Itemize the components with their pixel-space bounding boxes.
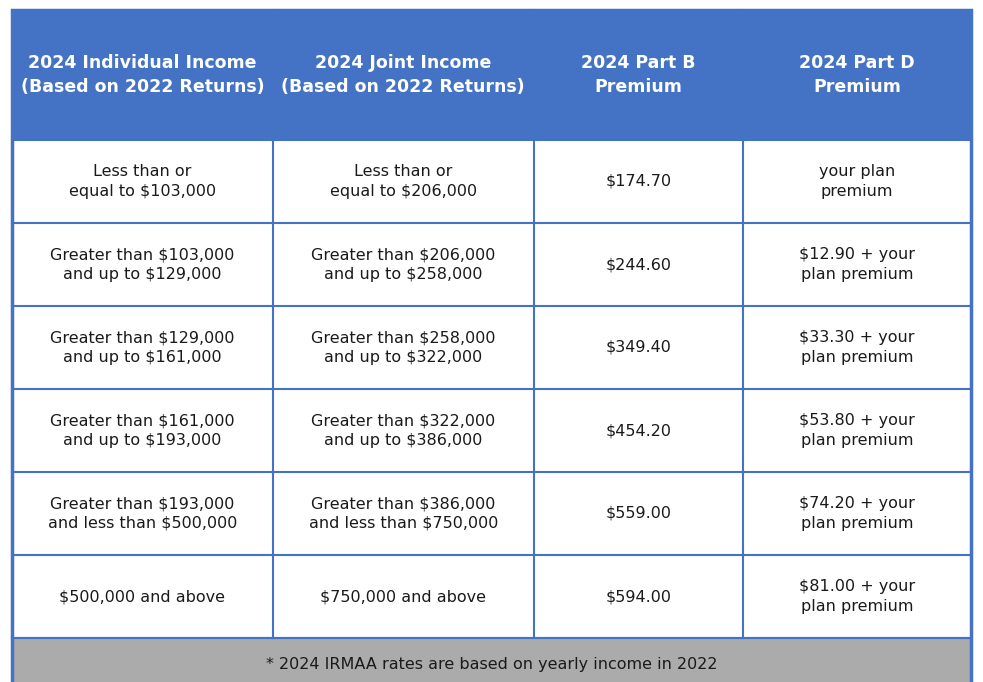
Text: 2024 Joint Income
(Based on 2022 Returns): 2024 Joint Income (Based on 2022 Returns… [281,54,525,95]
Text: Greater than $129,000
and up to $161,000: Greater than $129,000 and up to $161,000 [50,330,235,365]
Bar [534,140,743,223]
Text: your plan
premium: your plan premium [819,164,895,199]
Bar [743,389,971,472]
Text: Less than or
equal to $206,000: Less than or equal to $206,000 [329,164,477,199]
Bar [273,389,534,472]
Bar [534,10,743,140]
Text: Greater than $161,000
and up to $193,000: Greater than $161,000 and up to $193,000 [50,413,235,448]
Text: * 2024 IRMAA rates are based on yearly income in 2022: * 2024 IRMAA rates are based on yearly i… [265,657,718,672]
Bar [12,638,971,682]
Bar [273,555,534,638]
Bar [12,223,273,306]
Text: $74.20 + your
plan premium: $74.20 + your plan premium [799,496,915,531]
Text: $349.40: $349.40 [606,340,671,355]
Bar [534,555,743,638]
Text: Greater than $206,000
and up to $258,000: Greater than $206,000 and up to $258,000 [311,247,495,282]
Bar [273,223,534,306]
Bar [743,472,971,555]
Text: $81.00 + your
plan premium: $81.00 + your plan premium [799,579,915,614]
Bar [12,140,273,223]
Bar [273,140,534,223]
Text: $33.30 + your
plan premium: $33.30 + your plan premium [799,330,914,365]
Bar [12,472,273,555]
Bar [743,223,971,306]
Text: $500,000 and above: $500,000 and above [59,589,225,604]
Text: $454.20: $454.20 [606,423,671,438]
Text: $559.00: $559.00 [606,506,671,521]
Bar [743,10,971,140]
Bar [743,555,971,638]
Bar [534,306,743,389]
Text: $594.00: $594.00 [606,589,671,604]
Text: Greater than $193,000
and less than $500,000: Greater than $193,000 and less than $500… [48,496,237,531]
Bar [12,10,273,140]
Bar [534,223,743,306]
Bar [273,306,534,389]
Text: $12.90 + your
plan premium: $12.90 + your plan premium [799,247,915,282]
Text: Greater than $322,000
and up to $386,000: Greater than $322,000 and up to $386,000 [312,413,495,448]
Bar [273,10,534,140]
Bar [534,389,743,472]
Bar [743,140,971,223]
Text: 2024 Individual Income
(Based on 2022 Returns): 2024 Individual Income (Based on 2022 Re… [21,54,264,95]
Bar [12,389,273,472]
Text: $750,000 and above: $750,000 and above [320,589,487,604]
Text: $53.80 + your
plan premium: $53.80 + your plan premium [799,413,915,448]
Text: $174.70: $174.70 [606,174,671,189]
Text: $244.60: $244.60 [606,257,671,272]
Text: Greater than $386,000
and less than $750,000: Greater than $386,000 and less than $750… [309,496,498,531]
Bar [12,306,273,389]
Text: 2024 Part D
Premium: 2024 Part D Premium [799,54,915,95]
Bar [12,555,273,638]
Text: Greater than $258,000
and up to $322,000: Greater than $258,000 and up to $322,000 [311,330,495,365]
Bar [743,306,971,389]
Bar [534,472,743,555]
Text: Less than or
equal to $103,000: Less than or equal to $103,000 [69,164,216,199]
Text: 2024 Part B
Premium: 2024 Part B Premium [581,54,696,95]
Bar [273,472,534,555]
Text: Greater than $103,000
and up to $129,000: Greater than $103,000 and up to $129,000 [50,247,235,282]
